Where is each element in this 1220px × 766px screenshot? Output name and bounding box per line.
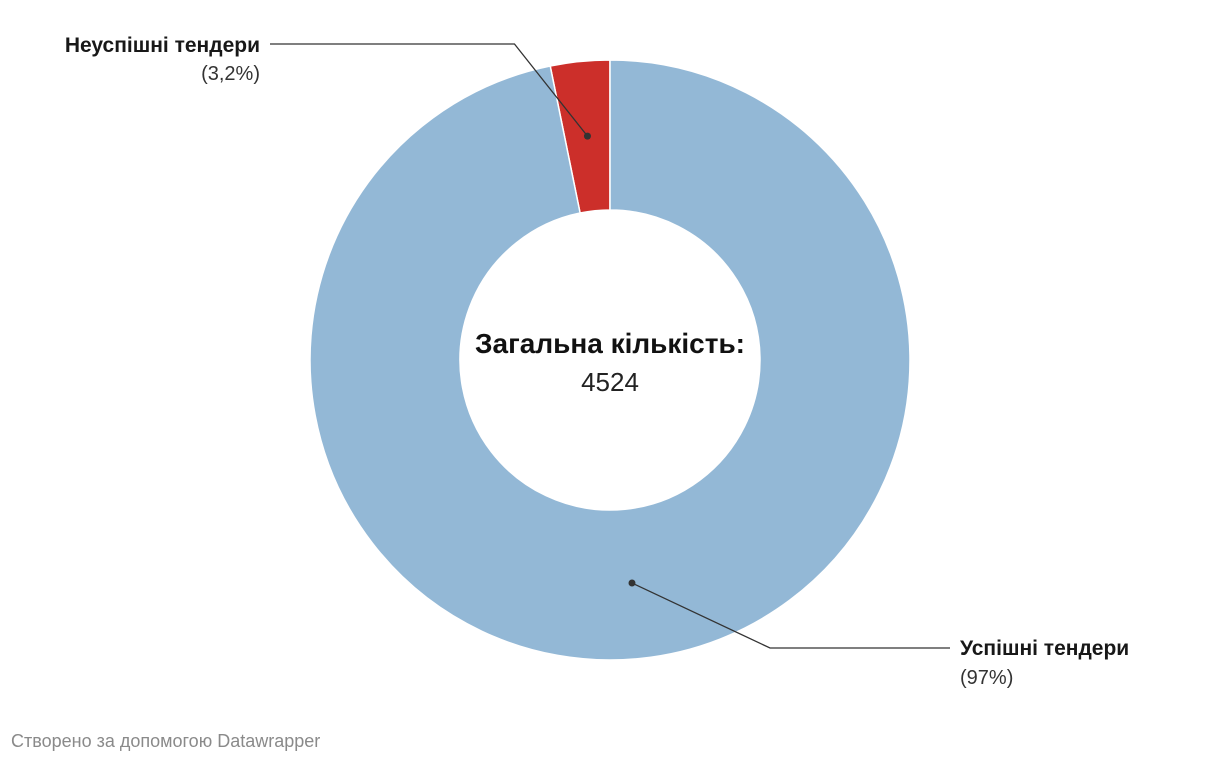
leader-dot-successful: [628, 579, 636, 587]
credit-footer: Створено за допомогою Datawrapper: [11, 731, 321, 751]
center-label: Загальна кількість: 4524: [475, 328, 745, 397]
slice-annotations: Неуспішні тендери (3,2%) Успішні тендери…: [65, 34, 1129, 689]
slice-value-successful: (97%): [960, 667, 1013, 689]
center-label-value: 4524: [581, 367, 639, 397]
leader-line-failed: [270, 43, 588, 137]
slice-successful: [309, 59, 911, 661]
slice-value-failed: (3,2%): [201, 63, 260, 85]
slice-label-successful: Успішні тендери: [960, 637, 1129, 660]
slice-label-failed: Неуспішні тендери: [65, 34, 260, 57]
center-label-title: Загальна кількість:: [475, 328, 745, 359]
leader-dot-failed: [583, 132, 591, 140]
leader-line-successful: [631, 582, 950, 649]
donut-slices: [309, 59, 911, 661]
